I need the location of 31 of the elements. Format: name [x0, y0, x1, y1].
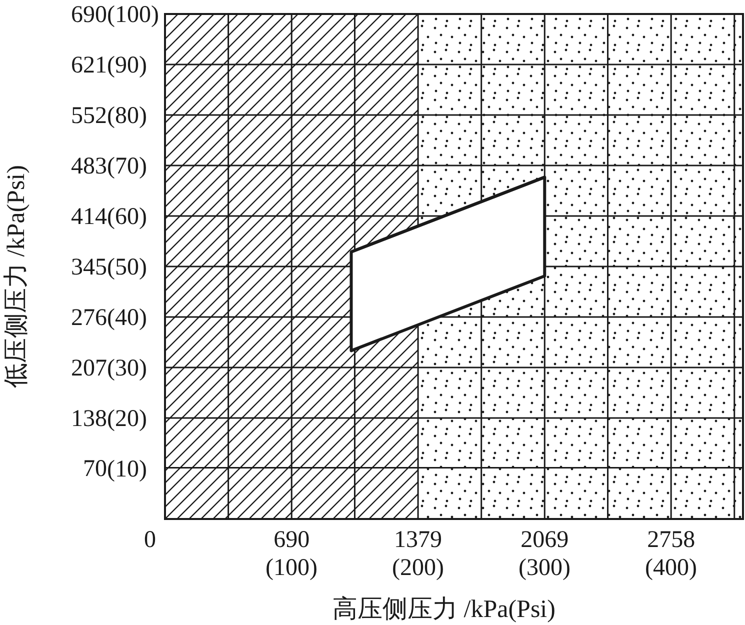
y-tick-label: 621 [71, 52, 108, 78]
y-tick-label: 552 [71, 103, 108, 129]
x2-tick-label: (200) [392, 555, 444, 581]
x-tick-label: 2758 [647, 527, 696, 553]
y-axis-title: 低压侧压力 /kPa(Psi) [3, 165, 30, 388]
y2-tick-label: (30) [107, 356, 147, 382]
y-tick-label: 690 [71, 2, 108, 28]
x2-tick-label: (400) [645, 555, 698, 581]
y-tick-label: 414 [71, 204, 108, 230]
x-tick-label: 1379 [394, 527, 442, 553]
y-tick-label: 483 [71, 154, 108, 180]
x-tick-label: 690 [274, 527, 310, 553]
y2-tick-label: (10) [107, 456, 147, 482]
x-axis-title: 高压侧压力 /kPa(Psi) [332, 595, 556, 623]
y-tick-label: 345 [71, 254, 108, 280]
y-tick-label: 70 [83, 456, 108, 482]
y2-tick-label: (60) [107, 204, 147, 230]
y2-tick-label: (40) [107, 305, 147, 331]
x-tick-label: 2069 [520, 527, 569, 553]
y2-tick-label: (100) [107, 2, 159, 28]
y2-tick-label: (20) [107, 406, 147, 432]
x-tick-label: 0 [144, 527, 156, 553]
y2-tick-label: (50) [107, 254, 147, 280]
y-tick-label: 207 [71, 356, 108, 382]
y-tick-label: 138 [71, 406, 108, 432]
y2-tick-label: (80) [107, 103, 147, 129]
y2-tick-label: (70) [107, 154, 147, 180]
y-tick-label: 276 [71, 305, 108, 331]
y2-tick-label: (90) [107, 52, 147, 78]
x2-tick-label: (300) [518, 555, 571, 581]
x2-tick-label: (100) [266, 555, 318, 581]
